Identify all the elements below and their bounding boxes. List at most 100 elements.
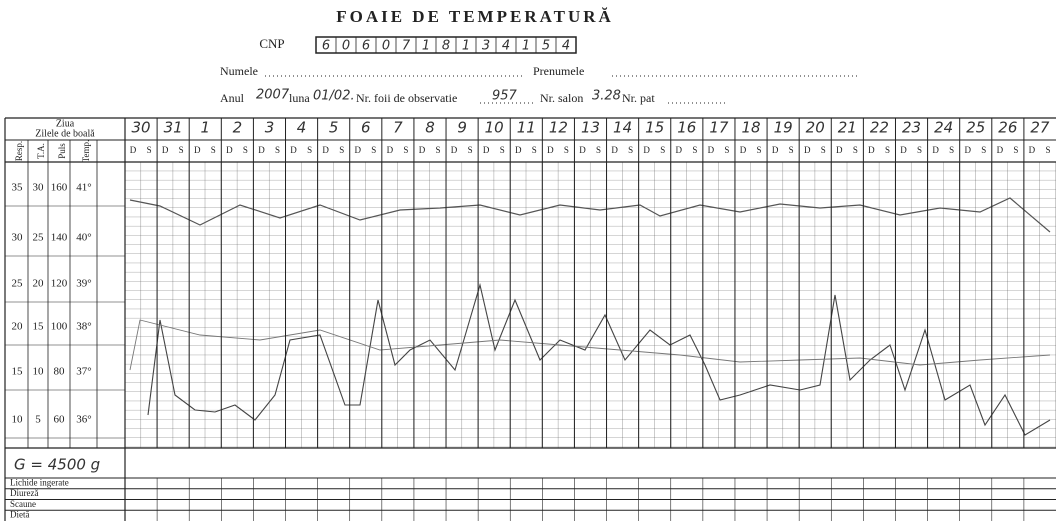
- day-number: 22: [870, 119, 889, 137]
- scale-value: 160: [51, 182, 68, 194]
- shift-label: D: [387, 145, 394, 155]
- cnp-digit: 4: [502, 39, 510, 54]
- shift-label: D: [355, 145, 362, 155]
- scale-value: 20: [12, 321, 24, 333]
- shift-label: D: [258, 145, 265, 155]
- shift-label: D: [130, 145, 137, 155]
- day-number: 7: [393, 119, 403, 137]
- day-number: 1: [200, 119, 210, 137]
- shift-label: S: [821, 145, 826, 155]
- title: FOAIE DE TEMPERATURĂ: [336, 7, 614, 26]
- day-number: 16: [677, 119, 696, 137]
- shift-label: D: [162, 145, 169, 155]
- shift-label: S: [468, 145, 473, 155]
- day-number: 31: [164, 119, 183, 137]
- shift-label: S: [532, 145, 537, 155]
- shift-label: S: [789, 145, 794, 155]
- shift-label: S: [436, 145, 441, 155]
- day-number: 2: [233, 119, 243, 137]
- cnp-digit: 8: [442, 39, 450, 54]
- scale-value: 10: [12, 414, 24, 426]
- shift-label: S: [1013, 145, 1018, 155]
- scale-value: 80: [54, 366, 66, 378]
- scale-value: 100: [51, 321, 68, 333]
- scale-value: 140: [51, 232, 68, 244]
- shift-label: D: [1029, 145, 1036, 155]
- shift-label: S: [692, 145, 697, 155]
- scale-value: 41°: [76, 182, 91, 194]
- footer-row-label: Lichide ingerate: [10, 477, 69, 487]
- shift-label: D: [836, 145, 843, 155]
- illness-days-label: Zilele de boală: [35, 128, 95, 139]
- month-label: luna: [289, 91, 310, 105]
- weight-note: G = 4500 g: [14, 456, 100, 474]
- shift-label: S: [500, 145, 505, 155]
- column-header: T.A.: [36, 143, 46, 159]
- day-number: 15: [645, 119, 664, 137]
- day-number: 9: [457, 119, 467, 137]
- shift-label: D: [900, 145, 907, 155]
- day-number: 11: [517, 119, 536, 137]
- shift-label: D: [451, 145, 458, 155]
- shift-label: S: [564, 145, 569, 155]
- day-number: 19: [774, 119, 793, 137]
- shift-label: D: [708, 145, 715, 155]
- shift-label: D: [964, 145, 971, 155]
- cnp-digit: 0: [382, 39, 390, 54]
- column-header: Resp.: [14, 141, 24, 161]
- shift-label: D: [226, 145, 233, 155]
- shift-label: S: [307, 145, 312, 155]
- day-number: 3: [265, 119, 275, 137]
- cnp-digit: 4: [562, 39, 570, 54]
- column-header: Temp.: [81, 140, 91, 163]
- day-number: 6: [361, 119, 371, 137]
- day-number: 18: [741, 119, 760, 137]
- shift-label: D: [611, 145, 618, 155]
- day-number: 21: [838, 119, 857, 137]
- cnp-label: CNP: [259, 36, 284, 51]
- shift-label: D: [676, 145, 683, 155]
- scale-value: 5: [35, 414, 41, 426]
- day-number: 17: [709, 119, 729, 137]
- cnp-digit: 3: [482, 39, 490, 54]
- scale-value: 38°: [76, 321, 91, 333]
- shift-label: D: [643, 145, 650, 155]
- day-number: 24: [934, 119, 953, 137]
- cnp-digit: 1: [462, 39, 470, 54]
- shift-label: S: [243, 145, 248, 155]
- footer-row-label: Scaune: [10, 499, 36, 509]
- scale-value: 120: [51, 278, 68, 290]
- room-label: Nr. salon: [540, 91, 583, 105]
- month: 01/02.: [313, 89, 355, 104]
- day-number: 4: [297, 119, 307, 137]
- shift-label: S: [339, 145, 344, 155]
- scale-value: 37°: [76, 366, 91, 378]
- temperature-sheet: FOAIE DE TEMPERATURĂCNP6060718134154Nume…: [0, 0, 1056, 521]
- cnp-digit: 1: [522, 39, 530, 54]
- scale-value: 15: [12, 366, 24, 378]
- scale-value: 39°: [76, 278, 91, 290]
- day-number: 12: [549, 119, 568, 137]
- sheet-label: Nr. foii de observatie: [356, 91, 457, 105]
- scale-value: 10: [33, 366, 45, 378]
- year-label: Anul: [220, 91, 245, 105]
- shift-label: S: [147, 145, 152, 155]
- scale-value: 60: [54, 414, 66, 426]
- day-number: 10: [485, 119, 504, 137]
- cnp-digit: 6: [322, 39, 330, 54]
- scale-value: 20: [33, 278, 45, 290]
- shift-label: S: [949, 145, 954, 155]
- day-number: 23: [902, 119, 921, 137]
- shift-label: S: [596, 145, 601, 155]
- shift-label: D: [997, 145, 1004, 155]
- day-number: 30: [132, 119, 151, 137]
- name-label: Numele: [220, 64, 258, 78]
- shift-label: S: [917, 145, 922, 155]
- shift-label: D: [483, 145, 490, 155]
- scale-value: 30: [12, 232, 24, 244]
- shift-label: S: [853, 145, 858, 155]
- scale-value: 30: [33, 182, 45, 194]
- room: 3.28: [592, 89, 621, 104]
- scale-value: 25: [12, 278, 24, 290]
- column-header: Puls: [57, 143, 67, 159]
